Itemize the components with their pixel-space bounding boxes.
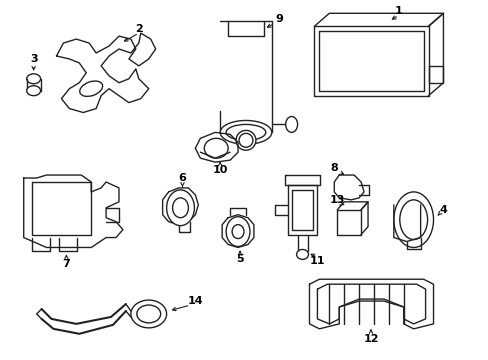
Ellipse shape — [80, 81, 102, 96]
Ellipse shape — [285, 117, 297, 132]
Ellipse shape — [137, 305, 161, 323]
Ellipse shape — [399, 200, 427, 239]
Text: 12: 12 — [363, 334, 378, 344]
Text: 1: 1 — [394, 6, 402, 16]
Ellipse shape — [27, 74, 41, 84]
Ellipse shape — [239, 133, 252, 147]
Text: 4: 4 — [439, 205, 447, 215]
Text: 13: 13 — [329, 195, 344, 205]
Text: 6: 6 — [178, 173, 186, 183]
Ellipse shape — [296, 249, 308, 260]
Ellipse shape — [27, 86, 41, 96]
Text: 9: 9 — [275, 14, 283, 24]
Text: 14: 14 — [187, 296, 203, 306]
Ellipse shape — [220, 121, 271, 144]
Text: 10: 10 — [212, 165, 227, 175]
Text: 5: 5 — [236, 255, 244, 264]
Ellipse shape — [236, 130, 255, 150]
Ellipse shape — [225, 125, 265, 140]
Text: 11: 11 — [309, 256, 325, 266]
Ellipse shape — [393, 192, 433, 247]
Ellipse shape — [225, 217, 249, 247]
Text: 3: 3 — [30, 54, 38, 64]
Ellipse shape — [232, 225, 244, 239]
Text: 7: 7 — [62, 259, 70, 269]
Ellipse shape — [204, 138, 228, 158]
Ellipse shape — [166, 190, 194, 226]
Ellipse shape — [172, 198, 188, 218]
Text: 2: 2 — [135, 24, 142, 34]
Ellipse shape — [131, 300, 166, 328]
Text: 8: 8 — [330, 163, 338, 173]
